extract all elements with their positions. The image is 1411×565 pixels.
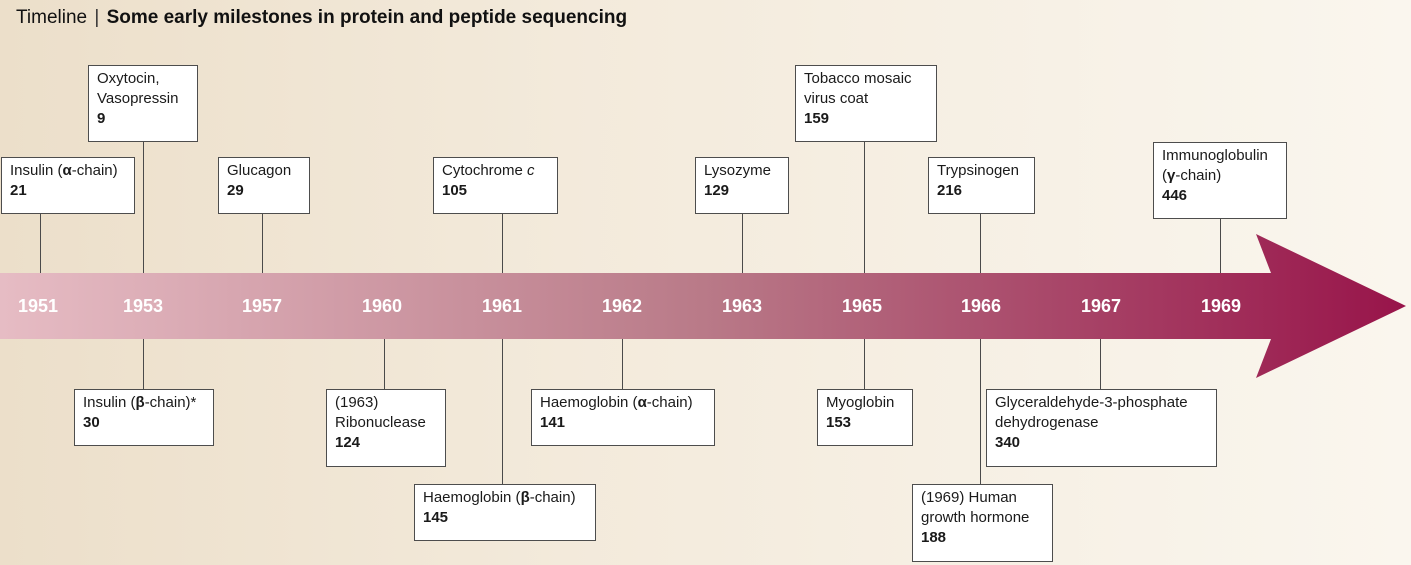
connector-glucagon [262,213,263,273]
milestone-residue-count: 21 [10,182,27,199]
milestone-name: Insulin (α-chain) [10,162,118,179]
milestone-lysozyme: Lysozyme 129 [695,157,789,214]
milestone-insulin-alpha: Insulin (α-chain) 21 [1,157,135,214]
connector-insulin-beta [143,339,144,393]
year-label: 1966 [960,296,1002,316]
milestone-residue-count: 188 [921,529,947,546]
milestone-residue-count: 145 [423,509,449,526]
timeline-arrow [0,234,1406,378]
milestone-residue-count: 446 [1162,187,1188,204]
milestone-ribonuclease: (1963) Ribonuclease 124 [326,389,446,467]
milestone-name: Immunoglobulin (γ-chain) [1162,147,1268,184]
year-label: 1965 [841,296,883,316]
milestone-residue-count: 129 [704,182,730,199]
header-separator: | [94,7,100,28]
milestone-residue-count: 159 [804,110,830,127]
connector-insulin-alpha [40,213,41,273]
milestone-residue-count: 141 [540,414,566,431]
year-label: 1969 [1200,296,1242,316]
year-label: 1963 [721,296,763,316]
milestone-residue-count: 153 [826,414,852,431]
milestone-insulin-beta: Insulin (β-chain)* 30 [74,389,214,446]
milestone-residue-count: 124 [335,434,361,451]
connector-oxytocin [143,141,144,273]
milestone-oxytocin-vasopressin: Oxytocin, Vasopressin 9 [88,65,198,142]
year-label: 1951 [17,296,59,316]
year-label: 1961 [481,296,523,316]
milestone-residue-count: 29 [227,182,244,199]
header-kicker: Timeline [16,7,88,28]
milestone-name: Myoglobin [826,394,895,411]
milestone-human-growth-hormone: (1969) Human growth hormone 188 [912,484,1053,562]
year-label: 1960 [361,296,403,316]
figure-header: Timeline | Some early milestones in prot… [16,6,627,30]
milestone-haemoglobin-beta: Haemoglobin (β-chain) 145 [414,484,596,541]
milestone-name: Haemoglobin (α-chain) [540,394,693,411]
connector-haemoglobin-alpha [622,339,623,393]
connector-lysozyme [742,213,743,273]
milestone-name: Cytochrome c [442,162,535,179]
connector-immunoglobulin [1220,218,1221,273]
milestone-myoglobin: Myoglobin 153 [817,389,913,446]
milestone-residue-count: 216 [937,182,963,199]
milestone-trypsinogen: Trypsinogen 216 [928,157,1035,214]
milestone-name: Trypsinogen [937,162,1019,179]
connector-myoglobin [864,339,865,393]
milestone-residue-count: 105 [442,182,468,199]
connector-gapdh [1100,339,1101,393]
milestone-residue-count: 30 [83,414,100,431]
connector-growth-hormone [980,339,981,487]
milestone-name: Haemoglobin (β-chain) [423,489,576,506]
milestone-haemoglobin-alpha: Haemoglobin (α-chain) 141 [531,389,715,446]
milestone-residue-count: 9 [97,110,106,127]
year-label: 1957 [241,296,283,316]
connector-trypsinogen [980,213,981,273]
milestone-name: Glyceraldehyde-3-phosphate dehydrogenase [995,394,1188,431]
connector-haemoglobin-beta [502,339,503,487]
milestone-residue-count: 340 [995,434,1021,451]
milestone-name: Oxytocin, Vasopressin [97,70,179,107]
milestone-immunoglobulin: Immunoglobulin (γ-chain) 446 [1153,142,1287,219]
milestone-glucagon: Glucagon 29 [218,157,310,214]
connector-ribonuclease [384,339,385,393]
year-label: 1962 [601,296,643,316]
milestone-tmv-coat: Tobacco mosaic virus coat 159 [795,65,937,142]
connector-cytochrome [502,213,503,273]
year-label: 1953 [122,296,164,316]
milestone-name: Glucagon [227,162,292,179]
figure-title: Some early milestones in protein and pep… [106,7,628,28]
milestone-name: Insulin (β-chain)* [83,394,197,411]
milestone-gapdh: Glyceraldehyde-3-phosphate dehydrogenase… [986,389,1217,467]
milestone-name: (1963) Ribonuclease [335,394,426,431]
year-label: 1967 [1080,296,1122,316]
milestone-name: (1969) Human growth hormone [921,489,1030,526]
milestone-cytochrome-c: Cytochrome c 105 [433,157,558,214]
milestone-name: Lysozyme [704,162,771,179]
milestone-name: Tobacco mosaic virus coat [804,70,912,107]
connector-tmv-coat [864,141,865,273]
